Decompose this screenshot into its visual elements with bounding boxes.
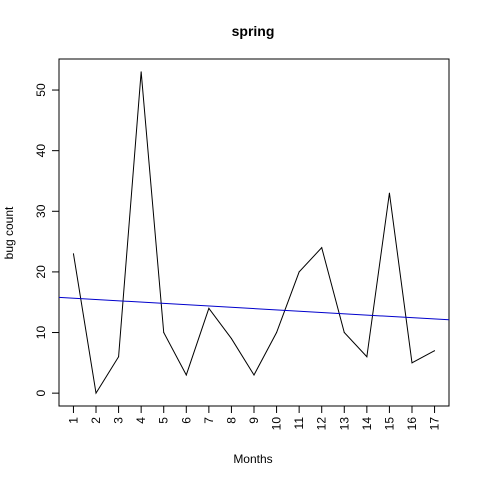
y-tick-label: 10 xyxy=(34,326,48,340)
data-point xyxy=(185,374,187,376)
x-tick-label: 1 xyxy=(66,417,80,424)
x-tick-label: 16 xyxy=(405,417,419,431)
x-tick-label: 6 xyxy=(179,417,193,424)
x-tick-label: 15 xyxy=(382,417,396,431)
x-tick-label: 12 xyxy=(315,417,329,431)
y-tick-label: 30 xyxy=(34,204,48,218)
data-point xyxy=(253,374,255,376)
x-tick-label: 4 xyxy=(134,417,148,424)
x-tick-label: 8 xyxy=(224,417,238,424)
x-tick-label: 9 xyxy=(247,417,261,424)
y-tick-label: 20 xyxy=(34,265,48,279)
y-axis: 0 10 20 30 40 50 xyxy=(34,83,60,396)
data-point xyxy=(276,332,278,334)
data-point xyxy=(95,392,97,394)
data-point xyxy=(366,356,368,358)
data-point xyxy=(72,253,74,255)
x-tick-label: 10 xyxy=(270,417,284,431)
x-tick-label: 7 xyxy=(202,417,216,424)
y-tick-label: 0 xyxy=(34,389,48,396)
data-point xyxy=(388,192,390,194)
x-tick-label: 14 xyxy=(360,417,374,431)
data-point xyxy=(434,350,436,352)
data-point xyxy=(208,307,210,309)
y-tick-label: 40 xyxy=(34,144,48,158)
x-axis: 1 2 3 4 5 6 7 8 9 10 11 12 13 14 15 16 17 xyxy=(66,405,442,431)
data-point xyxy=(411,362,413,364)
chart-title: spring xyxy=(232,23,275,39)
x-axis-label: Months xyxy=(233,452,272,466)
trend-layer xyxy=(58,296,450,321)
plot-frame xyxy=(58,58,450,407)
x-tick-label: 3 xyxy=(112,417,126,424)
x-tick-label: 17 xyxy=(428,417,442,431)
series-line xyxy=(72,71,435,395)
trend-line xyxy=(58,296,450,321)
y-axis-label: bug count xyxy=(2,206,16,259)
data-point xyxy=(343,332,345,334)
data-point xyxy=(298,271,300,273)
x-tick-label: 11 xyxy=(292,417,306,430)
series-layer xyxy=(72,71,436,395)
x-tick-label: 2 xyxy=(89,417,103,424)
data-point xyxy=(163,332,165,334)
x-tick-label: 13 xyxy=(337,417,351,431)
y-tick-label: 50 xyxy=(34,83,48,97)
x-tick-label: 5 xyxy=(157,417,171,424)
data-point xyxy=(118,356,120,358)
data-point xyxy=(230,338,232,340)
data-point xyxy=(321,247,323,249)
data-point xyxy=(140,71,142,73)
